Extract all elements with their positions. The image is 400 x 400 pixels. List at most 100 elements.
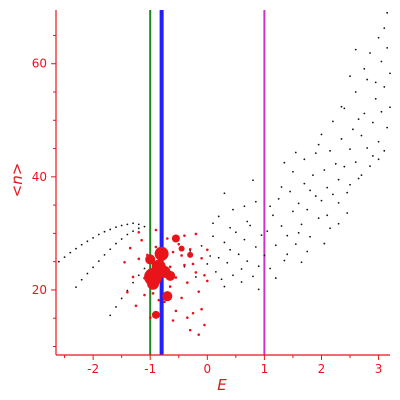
point-s0-71 (269, 267, 272, 270)
point-s1-24 (205, 279, 209, 283)
point-s0-57 (257, 265, 260, 268)
point-s0-4 (80, 243, 83, 246)
point-s0-102 (329, 149, 331, 152)
point-s1-1 (140, 238, 143, 242)
x-axis-label: E (217, 376, 227, 394)
point-s0-101 (326, 186, 329, 189)
point-s0-18 (86, 272, 89, 275)
point-s0-80 (294, 243, 297, 246)
point-s1-42 (157, 298, 161, 302)
point-s0-112 (357, 177, 360, 180)
point-s0-62 (254, 200, 257, 203)
point-s0-154 (329, 227, 331, 230)
point-s1-38 (200, 307, 203, 311)
point-s0-138 (389, 106, 391, 109)
point-s0-110 (351, 128, 354, 131)
point-s0-10 (115, 226, 117, 229)
point-s0-120 (326, 214, 329, 217)
point-s0-73 (274, 244, 277, 247)
point-s1-46 (186, 316, 189, 319)
point-s0-123 (343, 107, 346, 110)
point-s0-83 (303, 182, 306, 185)
point-s0-148 (357, 118, 360, 121)
point-s0-141 (377, 36, 380, 39)
point-s0-24 (120, 238, 123, 240)
point-s1-17 (186, 281, 189, 284)
point-s2-4 (145, 254, 156, 265)
point-s0-151 (283, 161, 286, 164)
point-s0-84 (306, 208, 309, 211)
point-s0-124 (349, 183, 351, 186)
point-s1-39 (205, 248, 209, 252)
point-s0-143 (386, 11, 389, 14)
point-s1-47 (191, 262, 195, 266)
point-s1-9 (163, 300, 166, 304)
point-s1-27 (126, 290, 129, 294)
point-s0-116 (369, 165, 371, 167)
point-s1-49 (203, 273, 206, 277)
point-s1-36 (188, 328, 192, 332)
point-s0-28 (109, 314, 112, 317)
point-s0-158 (337, 222, 340, 225)
point-s0-51 (240, 268, 243, 270)
point-s0-13 (132, 222, 134, 225)
x-tick-label: -2 (87, 362, 99, 376)
point-s0-53 (246, 260, 249, 263)
point-s0-81 (297, 202, 300, 205)
x-tick-label: 3 (375, 362, 383, 376)
point-s1-11 (168, 285, 172, 288)
point-s0-46 (226, 261, 229, 264)
point-s0-130 (380, 110, 383, 113)
point-s0-145 (340, 105, 343, 108)
point-s1-18 (188, 247, 192, 251)
point-s0-37 (194, 276, 197, 278)
point-s0-76 (283, 259, 286, 262)
point-s0-43 (217, 256, 220, 259)
point-s1-43 (168, 265, 172, 269)
point-s2-8 (162, 291, 173, 302)
point-s0-107 (343, 165, 346, 168)
point-s1-25 (131, 275, 135, 279)
axis-ticks: -2 -1 0 1 2 3 20 40 60 (32, 34, 383, 376)
point-s0-152 (294, 151, 297, 154)
point-s0-127 (366, 78, 369, 81)
point-s1-31 (148, 316, 152, 319)
point-s0-45 (223, 241, 226, 244)
point-s1-0 (137, 257, 141, 261)
point-s0-16 (75, 286, 77, 289)
point-s0-135 (380, 60, 383, 63)
point-s0-149 (223, 192, 226, 195)
point-s1-5 (151, 292, 155, 295)
y-tick-label: 20 (32, 283, 47, 297)
point-s0-54 (249, 224, 252, 227)
point-s0-140 (363, 67, 366, 70)
point-s1-12 (171, 250, 175, 254)
point-s1-6 (154, 245, 158, 249)
point-s0-1 (63, 256, 66, 259)
point-s0-115 (366, 147, 369, 149)
reference-lines (149, 10, 266, 355)
point-s0-66 (212, 222, 214, 225)
point-s0-3 (75, 247, 77, 250)
point-s0-157 (323, 242, 326, 245)
point-s0-31 (126, 289, 129, 292)
point-s0-9 (109, 228, 112, 231)
point-s0-150 (252, 179, 254, 182)
point-s0-75 (280, 225, 283, 227)
point-s0-2 (69, 251, 72, 254)
point-s0-97 (314, 152, 317, 154)
point-s0-65 (257, 288, 260, 291)
point-s0-93 (292, 170, 294, 173)
point-s0-126 (360, 174, 363, 177)
point-s0-55 (252, 275, 254, 278)
point-s0-94 (297, 231, 300, 234)
point-s1-48 (197, 333, 201, 336)
point-s0-5 (86, 240, 89, 243)
point-s1-26 (128, 246, 132, 250)
point-s0-111 (354, 161, 357, 164)
point-s0-117 (371, 121, 374, 124)
point-s0-49 (234, 231, 237, 234)
point-s0-99 (320, 199, 323, 202)
point-s1-13 (174, 276, 178, 279)
